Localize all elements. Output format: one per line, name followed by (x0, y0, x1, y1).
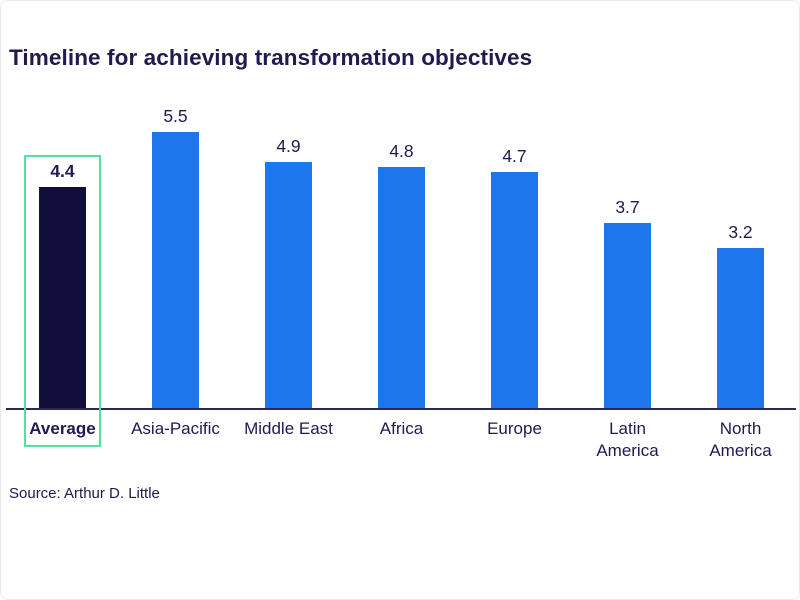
category-label-text: Latin America (596, 419, 659, 460)
plot-area: 4.4 5.5 4.9 4.8 4.7 3.7 3.2 (6, 101, 797, 409)
bar-north-america (717, 248, 764, 409)
bar-value-label: 3.2 (728, 222, 753, 242)
category-label-text: Africa (379, 419, 424, 438)
category-label-text: North America (709, 419, 772, 460)
chart-title: Timeline for achieving transformation ob… (9, 45, 533, 70)
bar-latin-america (604, 223, 651, 409)
bar-value-label: 4.9 (276, 136, 301, 156)
category-label-text: Average (29, 419, 96, 438)
bar-value-label: 4.4 (50, 161, 75, 181)
bar-value-label: 4.7 (502, 146, 527, 166)
category-label-text: Europe (487, 419, 542, 438)
bar-value-label: 3.7 (615, 197, 640, 217)
bar-group-asia-pacific: 5.5 (119, 101, 232, 409)
bar-europe (491, 172, 538, 409)
category-label-north-america: North America (684, 418, 797, 462)
category-label-text: Asia-Pacific (131, 419, 220, 438)
bar-africa (378, 167, 425, 409)
bar-value-label: 4.8 (389, 141, 414, 161)
bar-group-north-america: 3.2 (684, 101, 797, 409)
category-label-africa: Africa (345, 418, 458, 462)
bar-average (39, 187, 86, 409)
category-label-asia-pacific: Asia-Pacific (119, 418, 232, 462)
bar-group-average: 4.4 (6, 101, 119, 409)
category-label-row: Average Asia-Pacific Middle East Africa Euro… (6, 418, 797, 462)
category-label-europe: Europe (458, 418, 571, 462)
source-note: Source: Arthur D. Little (9, 485, 160, 502)
bar-group-europe: 4.7 (458, 101, 571, 409)
bar-group-middle-east: 4.9 (232, 101, 345, 409)
category-label-average: Average (6, 418, 119, 462)
category-label-text: Middle East (244, 419, 333, 438)
bar-value-label: 5.5 (163, 106, 188, 126)
bar-group-africa: 4.8 (345, 101, 458, 409)
category-label-middle-east: Middle East (232, 418, 345, 462)
x-axis-line (6, 408, 796, 410)
bar-middle-east (265, 162, 312, 409)
category-label-latin-america: Latin America (571, 418, 684, 462)
bar-asia-pacific (152, 132, 199, 409)
bar-group-latin-america: 3.7 (571, 101, 684, 409)
